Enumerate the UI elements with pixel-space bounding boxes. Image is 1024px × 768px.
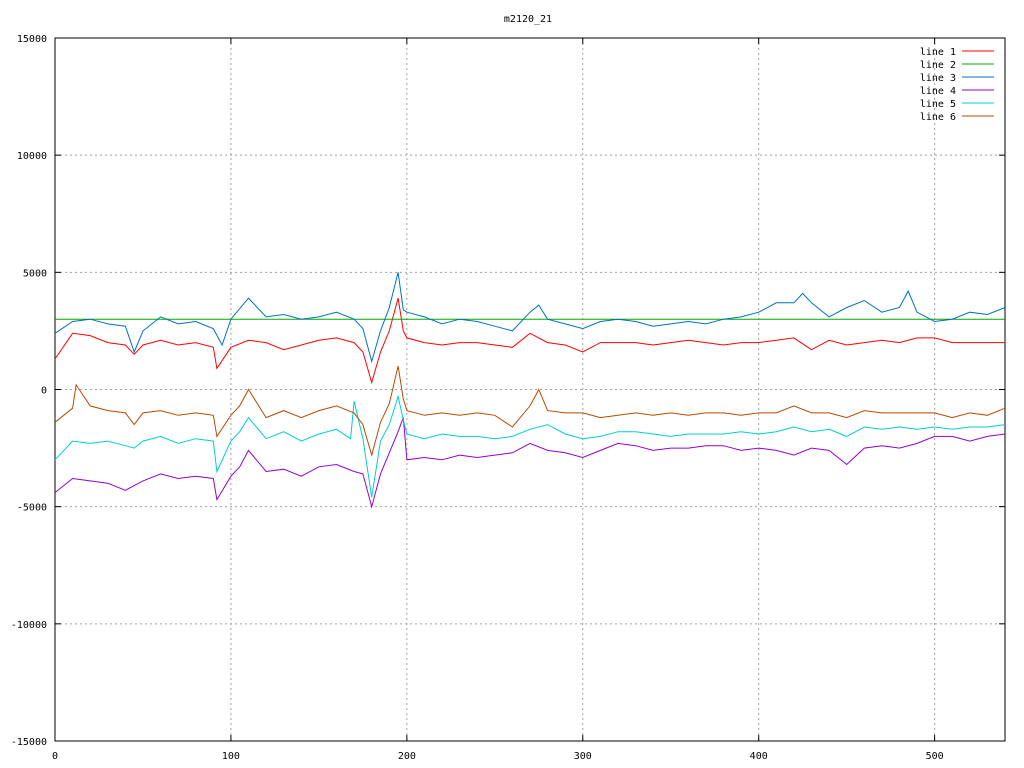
y-tick-label: -5000: [17, 503, 47, 514]
x-tick-label: 0: [52, 751, 58, 762]
chart-title: m2120_21: [504, 14, 552, 25]
series-line-6: [54, 365, 1006, 457]
y-tick-label: 15000: [17, 34, 47, 45]
x-tick-label: 400: [750, 751, 768, 762]
legend-label: line 4: [920, 86, 956, 97]
y-tick-label: 5000: [23, 268, 47, 279]
series-line-5: [54, 394, 1006, 498]
series-line-3: [54, 272, 1006, 364]
y-tick-label: 0: [41, 386, 47, 397]
x-tick-label: 500: [926, 751, 944, 762]
legend-label: line 6: [920, 112, 956, 123]
y-axis: -15000 -10000 -5000 0 5000 10000 15000: [11, 34, 1005, 748]
series-lines: [54, 272, 1006, 509]
y-tick-label: 10000: [17, 151, 47, 162]
x-tick-label: 200: [398, 751, 416, 762]
series-line-1: [54, 297, 1005, 385]
y-tick-label: -10000: [11, 620, 47, 631]
legend-label: line 5: [920, 99, 956, 110]
x-axis: 0 100 200 300 400 500: [52, 38, 944, 762]
legend: line 1 line 2 line 3 line 4 line 5 line 6: [920, 47, 994, 123]
legend-label: line 3: [920, 73, 956, 84]
y-tick-label: -15000: [11, 737, 47, 748]
legend-label: line 2: [920, 60, 956, 71]
legend-label: line 1: [920, 47, 956, 58]
x-tick-label: 300: [574, 751, 592, 762]
x-tick-label: 100: [222, 751, 240, 762]
series-line-4: [54, 417, 1006, 509]
grid: [55, 38, 1005, 741]
